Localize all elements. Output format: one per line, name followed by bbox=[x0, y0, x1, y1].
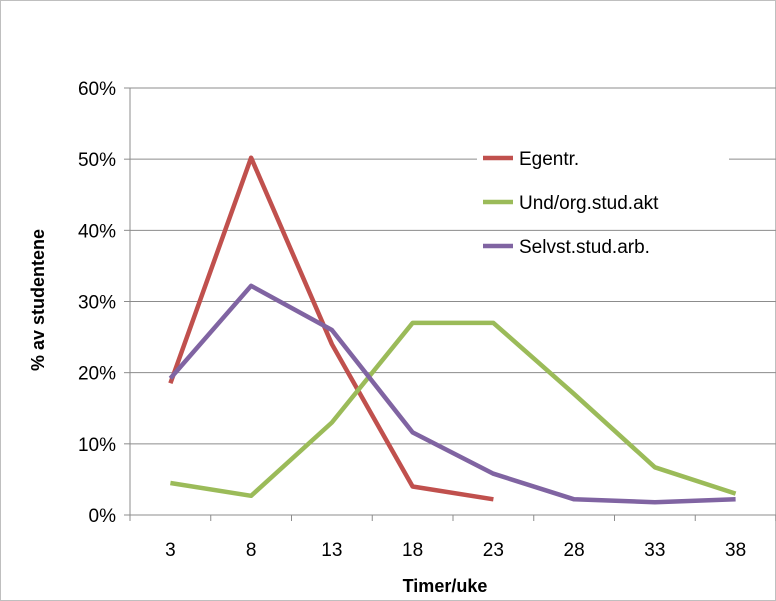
x-tick-label: 3 bbox=[165, 540, 176, 561]
legend-label: Egentr. bbox=[519, 149, 579, 170]
x-tick-label: 38 bbox=[725, 540, 746, 561]
series-line-3 bbox=[168, 283, 736, 505]
x-tick-label: 8 bbox=[246, 540, 257, 561]
y-tick-label: 10% bbox=[78, 435, 116, 456]
y-tick-label: 0% bbox=[89, 506, 117, 527]
y-tick-label: 50% bbox=[78, 150, 116, 171]
legend-background bbox=[477, 232, 729, 260]
legend-background bbox=[477, 188, 729, 216]
x-tick-label: 33 bbox=[644, 540, 665, 561]
x-tick-labels: 3 8 13 18 23 28 33 38 bbox=[165, 540, 746, 561]
x-tick-label: 28 bbox=[564, 540, 585, 561]
series-lines bbox=[168, 155, 737, 505]
legend-label: Und/org.stud.akt bbox=[519, 193, 659, 214]
series-line-2 bbox=[170, 320, 737, 499]
x-tick-label: 23 bbox=[483, 540, 504, 561]
series-line-1 bbox=[168, 155, 494, 502]
axes bbox=[124, 87, 776, 521]
legend: Egentr. Und/org.stud.akt Selvst.stud.arb. bbox=[477, 144, 729, 260]
y-tick-label: 40% bbox=[78, 221, 116, 242]
legend-background bbox=[477, 144, 729, 172]
y-tick-label: 20% bbox=[78, 364, 116, 385]
legend-label: Selvst.stud.arb. bbox=[519, 237, 650, 258]
x-tick-label: 13 bbox=[321, 540, 342, 561]
y-tick-label: 60% bbox=[78, 79, 116, 100]
y-tick-label: 30% bbox=[78, 293, 116, 314]
x-tick-label: 18 bbox=[402, 540, 423, 561]
y-axis-title: % av studentene bbox=[28, 229, 48, 371]
gridlines bbox=[130, 87, 776, 445]
y-tick-labels: 0% 10% 20% 30% 40% 50% 60% bbox=[78, 79, 116, 527]
x-axis-title: Timer/uke bbox=[403, 576, 488, 596]
